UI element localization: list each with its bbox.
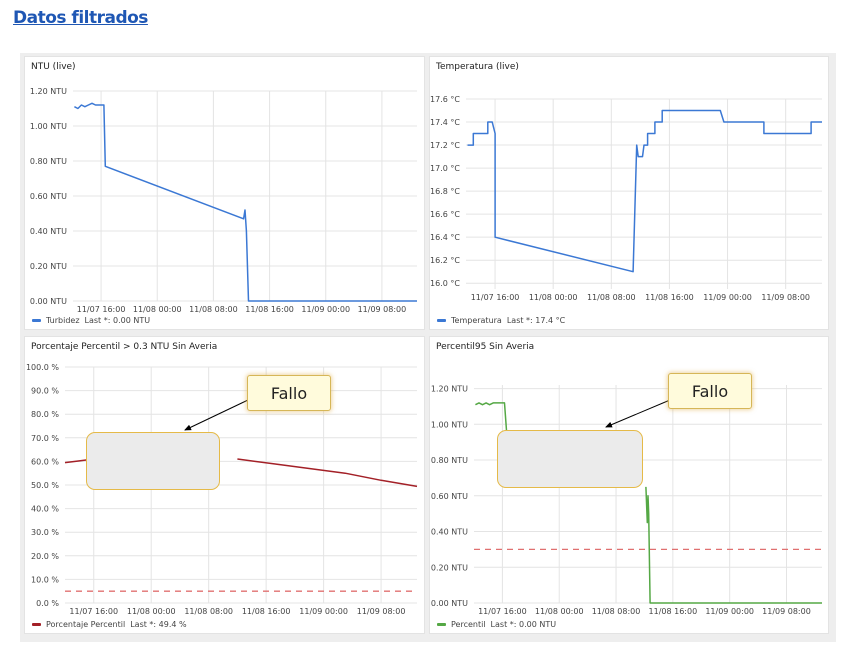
fallo-callout: Fallo bbox=[247, 375, 331, 411]
series-line[interactable] bbox=[237, 458, 418, 488]
series-line[interactable] bbox=[467, 109, 823, 273]
y-tick-label: 0.00 NTU bbox=[30, 297, 67, 306]
y-tick-label: 1.00 NTU bbox=[30, 122, 67, 131]
x-tick-label: 11/08 16:00 bbox=[649, 607, 698, 616]
y-tick-label: 17.6 °C bbox=[430, 95, 460, 104]
y-tick-label: 0.60 NTU bbox=[30, 192, 67, 201]
redaction-box bbox=[497, 430, 643, 488]
legend-series-name: Temperatura bbox=[451, 316, 502, 325]
x-tick-label: 11/09 00:00 bbox=[299, 607, 348, 616]
x-tick-label: 11/09 08:00 bbox=[762, 607, 811, 616]
legend-last-value: Last *: 49.4 % bbox=[130, 620, 187, 629]
x-tick-label: 11/08 16:00 bbox=[245, 305, 294, 314]
x-tick-label: 11/08 08:00 bbox=[189, 305, 238, 314]
y-tick-label: 16.8 °C bbox=[430, 187, 460, 196]
x-tick-label: 11/07 16:00 bbox=[69, 607, 118, 616]
y-tick-label: 0.80 NTU bbox=[431, 456, 468, 465]
series-line[interactable] bbox=[74, 102, 417, 302]
x-tick-label: 11/08 00:00 bbox=[127, 607, 176, 616]
y-tick-label: 10.0 % bbox=[31, 575, 59, 584]
x-tick-label: 11/08 08:00 bbox=[184, 607, 233, 616]
percentil95-chart: 0.00 NTU 0.20 NTU 0.40 NTU 0.60 NTU 0.80 NTU… bbox=[431, 385, 822, 616]
chart-legend[interactable]: Temperatura Last *: 17.4 °C bbox=[437, 316, 565, 325]
legend-last-value: Last *: 0.00 NTU bbox=[84, 316, 151, 325]
y-tick-label: 0.00 NTU bbox=[431, 599, 468, 608]
legend-swatch bbox=[32, 319, 41, 322]
redaction-box bbox=[86, 432, 220, 490]
y-tick-label: 1.00 NTU bbox=[431, 420, 468, 429]
x-tick-label: 11/09 00:00 bbox=[301, 305, 350, 314]
legend-swatch bbox=[437, 319, 446, 322]
y-tick-label: 30.0 % bbox=[31, 528, 59, 537]
y-tick-label: 20.0 % bbox=[31, 552, 59, 561]
y-tick-label: 40.0 % bbox=[31, 505, 59, 514]
panel-title[interactable]: Porcentaje Percentil > 0.3 NTU Sin Averi… bbox=[31, 342, 218, 352]
y-tick-label: 0.20 NTU bbox=[431, 563, 468, 572]
x-tick-label: 11/08 08:00 bbox=[592, 607, 641, 616]
legend-swatch bbox=[437, 623, 446, 626]
y-tick-label: 16.6 °C bbox=[430, 210, 460, 219]
y-tick-label: 60.0 % bbox=[31, 457, 59, 466]
y-tick-label: 50.0 % bbox=[31, 481, 59, 490]
fallo-callout: Fallo bbox=[668, 373, 752, 409]
y-tick-label: 16.4 °C bbox=[430, 233, 460, 242]
x-tick-label: 11/07 16:00 bbox=[471, 293, 520, 302]
porcentaje-percentil-chart: 0.0 % 10.0 % 20.0 % 30.0 % 40.0 % 50.0 % 60.0 … bbox=[26, 363, 418, 616]
y-tick-label: 0.0 % bbox=[36, 599, 59, 608]
ntu-live-chart: 0.00 NTU 0.20 NTU 0.40 NTU 0.60 NTU 0.80 NTU… bbox=[30, 87, 417, 314]
temperatura-live-chart: 16.0 °C 16.2 °C 16.4 °C 16.6 °C 16.8 °C 17.0 … bbox=[430, 95, 823, 302]
chart-legend[interactable]: Percentil Last *: 0.00 NTU bbox=[437, 620, 556, 629]
y-tick-label: 0.80 NTU bbox=[30, 157, 67, 166]
y-tick-label: 17.2 °C bbox=[430, 141, 460, 150]
x-tick-label: 11/09 08:00 bbox=[358, 305, 407, 314]
legend-series-name: Turbidez bbox=[46, 316, 80, 325]
page-title[interactable]: Datos filtrados bbox=[13, 8, 148, 28]
series-line[interactable] bbox=[645, 486, 822, 604]
y-tick-label: 80.0 % bbox=[31, 410, 59, 419]
legend-series-name: Porcentaje Percentil bbox=[46, 620, 126, 629]
x-tick-label: 11/07 16:00 bbox=[77, 305, 126, 314]
x-tick-label: 11/08 16:00 bbox=[242, 607, 291, 616]
x-tick-label: 11/08 16:00 bbox=[645, 293, 694, 302]
x-tick-label: 11/08 00:00 bbox=[529, 293, 578, 302]
y-tick-label: 0.40 NTU bbox=[431, 528, 468, 537]
series-line[interactable] bbox=[475, 402, 508, 434]
x-tick-label: 11/09 00:00 bbox=[705, 607, 754, 616]
x-tick-label: 11/08 08:00 bbox=[587, 293, 636, 302]
y-tick-label: 0.20 NTU bbox=[30, 262, 67, 271]
y-tick-label: 90.0 % bbox=[31, 387, 59, 396]
annotation-arrow bbox=[184, 399, 249, 431]
porcentaje-percentil-panel: Porcentaje Percentil > 0.3 NTU Sin Averi… bbox=[24, 336, 425, 634]
ntu-live-panel: NTU (live) 0.00 NTU 0.20 NTU 0.40 NTU 0.60 … bbox=[24, 56, 425, 330]
panel-title[interactable]: Percentil95 Sin Averia bbox=[436, 342, 535, 352]
y-tick-label: 16.2 °C bbox=[430, 256, 460, 265]
x-tick-label: 11/08 00:00 bbox=[133, 305, 182, 314]
x-tick-label: 11/09 00:00 bbox=[703, 293, 752, 302]
legend-last-value: Last *: 0.00 NTU bbox=[490, 620, 557, 629]
x-tick-label: 11/08 00:00 bbox=[535, 607, 584, 616]
chart-legend[interactable]: Turbidez Last *: 0.00 NTU bbox=[32, 316, 150, 325]
annotation-arrow bbox=[605, 399, 671, 428]
y-tick-label: 100.0 % bbox=[26, 363, 59, 372]
y-tick-label: 70.0 % bbox=[31, 434, 59, 443]
y-tick-label: 17.4 °C bbox=[430, 118, 460, 127]
y-tick-label: 16.0 °C bbox=[430, 279, 460, 288]
panel-title[interactable]: Temperatura (live) bbox=[436, 62, 519, 72]
temperatura-live-panel: Temperatura (live) 16.0 °C 16.2 °C 16.4 °C… bbox=[429, 56, 829, 330]
dashboard-grid: NTU (live) 0.00 NTU 0.20 NTU 0.40 NTU 0.60 … bbox=[20, 53, 836, 642]
y-tick-label: 0.60 NTU bbox=[431, 492, 468, 501]
legend-swatch bbox=[32, 623, 41, 626]
x-tick-label: 11/09 08:00 bbox=[761, 293, 810, 302]
y-tick-label: 1.20 NTU bbox=[431, 385, 468, 394]
percentil95-panel: Percentil95 Sin Averia 0.00 NTU 0.20 NTU 0… bbox=[429, 336, 829, 634]
y-tick-label: 17.0 °C bbox=[430, 164, 460, 173]
y-tick-label: 1.20 NTU bbox=[30, 87, 67, 96]
legend-series-name: Percentil bbox=[451, 620, 486, 629]
panel-title[interactable]: NTU (live) bbox=[31, 62, 76, 72]
y-tick-label: 0.40 NTU bbox=[30, 227, 67, 236]
chart-legend[interactable]: Porcentaje Percentil Last *: 49.4 % bbox=[32, 620, 187, 629]
legend-last-value: Last *: 17.4 °C bbox=[506, 316, 566, 325]
x-tick-label: 11/09 08:00 bbox=[357, 607, 406, 616]
x-tick-label: 11/07 16:00 bbox=[478, 607, 527, 616]
